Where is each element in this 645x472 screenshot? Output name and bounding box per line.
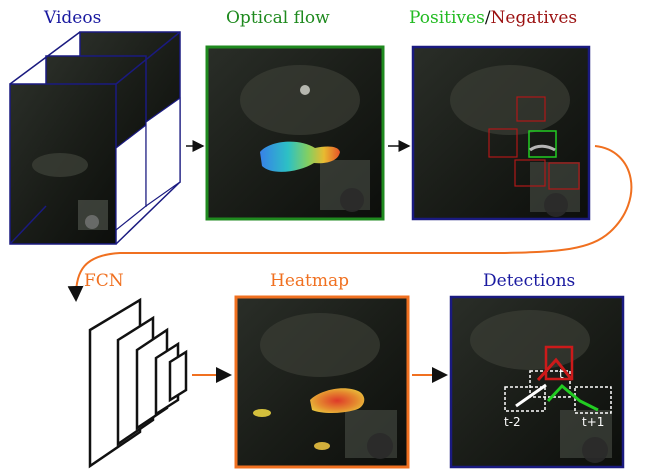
detections-label: Detections <box>483 271 576 291</box>
arrow-positives-to-fcn <box>67 145 633 302</box>
positive-box <box>528 130 557 158</box>
fcn-label: FCN <box>84 271 124 291</box>
trajectory-red <box>536 357 574 382</box>
negative-box <box>514 159 546 187</box>
negatives-text: Negatives <box>490 8 578 28</box>
heat-blob-main <box>310 388 365 413</box>
trajectory-green <box>546 383 599 412</box>
heatmap-frame <box>234 295 410 469</box>
detection-box-current <box>544 345 574 381</box>
detection-box-dashed <box>504 386 546 412</box>
heatmap-label: Heatmap <box>270 271 349 291</box>
detection-box-dashed <box>574 386 612 414</box>
videos-label: Videos <box>44 8 102 28</box>
videos-stack <box>9 31 181 245</box>
negative-box <box>488 128 518 158</box>
positives-text: Positives <box>409 8 485 28</box>
positives-negatives-label: Positives/Negatives <box>409 8 577 28</box>
flow-blob <box>260 141 340 172</box>
negative-box <box>548 162 580 190</box>
tag-t-plus-1: t+1 <box>582 415 605 429</box>
tag-t-minus-2: t-2 <box>504 415 521 429</box>
trajectory-white <box>515 383 547 408</box>
optical-flow-label: Optical flow <box>226 8 330 28</box>
slash-text: / <box>484 8 491 28</box>
fcn-layer-stack-icon <box>88 297 188 469</box>
positives-negatives-frame <box>411 45 591 221</box>
negative-box <box>516 96 546 122</box>
detections-frame <box>449 295 625 469</box>
optical-flow-frame <box>205 45 385 221</box>
tag-t: t <box>559 367 564 381</box>
heat-blob-small <box>253 409 271 417</box>
heat-blob-small <box>314 442 330 450</box>
